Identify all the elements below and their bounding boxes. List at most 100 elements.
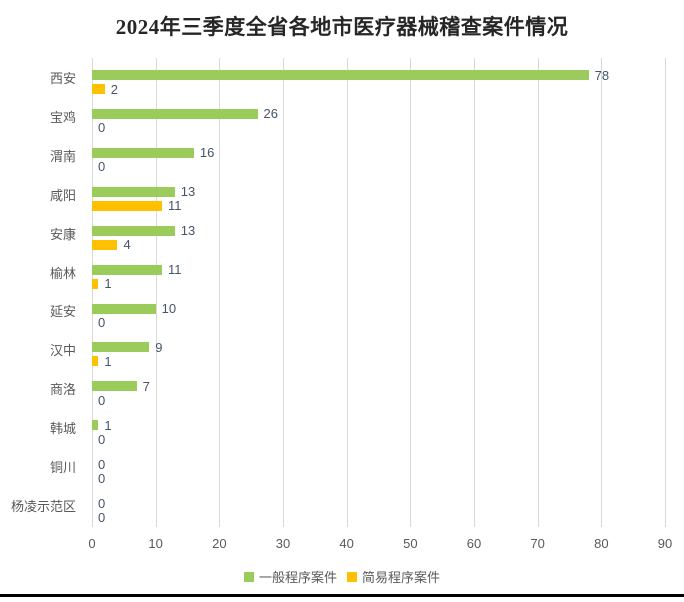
bar-line-general: 26: [92, 106, 665, 122]
value-label: 2: [110, 81, 118, 97]
bar-general: [92, 381, 137, 392]
bar-simple: [92, 239, 118, 250]
category-label: 西安: [49, 70, 76, 86]
x-tick-label: 30: [275, 536, 291, 551]
value-label: 11: [168, 198, 182, 214]
x-tick-label: 70: [530, 536, 545, 551]
bar-line-general: 7: [92, 380, 665, 393]
x-axis: 0 10 20 30 40 50 60 70 80 90: [88, 536, 672, 552]
bar-simple: [92, 200, 163, 211]
value-label: 0: [98, 470, 106, 486]
value-label: 78: [594, 67, 610, 83]
value-label: 1: [104, 417, 112, 433]
gridline: [283, 58, 284, 527]
legend-item-simple: 简易程序案件: [347, 567, 440, 586]
bar-general: [92, 264, 163, 275]
category-label: 宝鸡: [49, 109, 76, 125]
legend-swatch-general-icon: [243, 571, 254, 582]
bar-general: [92, 420, 99, 431]
value-label: 16: [199, 145, 215, 161]
bar-line-simple: 4: [92, 237, 665, 253]
bar-line-simple: 0: [92, 470, 665, 486]
bar-row: 26 0: [92, 97, 665, 136]
bar-line-simple: 0: [92, 159, 665, 175]
bar-row: 78 2: [92, 58, 665, 97]
plot-area: 78 2 26 0 16 0 13 11 13 4 11 1 10 0 9 1 7 0 1 0 0 0 0 0: [92, 58, 666, 527]
bar-line-simple: 0: [92, 315, 665, 330]
bar-row: 13 11: [92, 175, 665, 214]
bar-general: [92, 225, 175, 236]
bar-general: [92, 70, 589, 80]
category-label: 榆林: [49, 265, 76, 281]
bar-row: 13 4: [92, 214, 665, 253]
x-tick-label: 10: [148, 536, 163, 551]
category-axis: 西安 宝鸡 渭南 咸阳 安康 榆林 延安 汉中 商洛 韩城 铜川 杨凌示范区: [0, 58, 84, 525]
category-label: 铜川: [49, 460, 76, 476]
value-label: 1: [104, 276, 112, 292]
bar-line-general: 13: [92, 184, 665, 200]
value-label: 0: [98, 315, 106, 330]
bar-line-simple: 0: [92, 431, 665, 447]
bar-line-simple: 2: [92, 81, 665, 97]
bar-line-general: 78: [92, 67, 665, 83]
value-label: 0: [98, 159, 106, 175]
category-label: 汉中: [49, 343, 76, 359]
value-label: 26: [263, 106, 278, 122]
bar-line-simple: 0: [92, 392, 665, 408]
legend-swatch-simple-icon: [347, 571, 357, 582]
legend-label-general: 一般程序案件: [258, 570, 337, 585]
category-label: 渭南: [49, 148, 76, 164]
legend-item-general: 一般程序案件: [243, 567, 337, 586]
value-label: 0: [98, 495, 106, 511]
x-tick-label: 50: [403, 536, 418, 551]
legend: 一般程序案件 简易程序案件: [0, 567, 684, 586]
bottom-border: [0, 594, 684, 597]
value-label: 0: [98, 509, 106, 525]
gridline: [537, 58, 539, 527]
bar-line-general: 0: [92, 456, 665, 472]
value-label: 10: [161, 301, 177, 316]
value-label: 13: [180, 184, 196, 200]
bar-line-simple: 0: [92, 120, 665, 136]
gridline: [601, 58, 603, 527]
gridline: [219, 58, 221, 527]
value-label: 0: [98, 392, 106, 408]
x-tick-label: 60: [466, 536, 482, 551]
value-label: 0: [98, 456, 106, 472]
value-label: 9: [155, 339, 163, 355]
value-label: 13: [180, 223, 196, 239]
category-label: 杨凌示范区: [10, 499, 76, 515]
bar-simple: [92, 278, 99, 289]
bar-general: [92, 186, 175, 197]
bar-general: [92, 342, 150, 353]
bar-simple: [92, 356, 99, 367]
gridline: [665, 58, 666, 527]
bar-line-simple: 0: [92, 509, 665, 525]
value-label: 1: [104, 353, 112, 369]
value-label: 0: [98, 431, 106, 447]
category-label: 安康: [49, 226, 76, 242]
x-tick-label: 20: [212, 536, 227, 551]
category-label: 商洛: [49, 382, 76, 398]
bar-line-general: 16: [92, 145, 665, 161]
legend-label-simple: 简易程序案件: [362, 570, 441, 585]
bar-general: [92, 108, 258, 119]
bar-general: [92, 147, 194, 158]
chart-title: 2024年三季度全省各地市医疗器械稽查案件情况: [115, 15, 569, 39]
bar-line-general: 0: [92, 495, 665, 511]
bar-general: [92, 303, 156, 314]
value-label: 0: [98, 120, 106, 136]
bar-row: 16 0: [92, 136, 665, 175]
gridline: [346, 58, 348, 527]
x-tick-label: 90: [657, 536, 673, 551]
gridline: [155, 58, 157, 527]
category-label: 延安: [49, 304, 76, 320]
bar-line-simple: 1: [92, 276, 665, 292]
bar-line-general: 10: [92, 301, 665, 316]
value-label: 4: [123, 237, 131, 253]
